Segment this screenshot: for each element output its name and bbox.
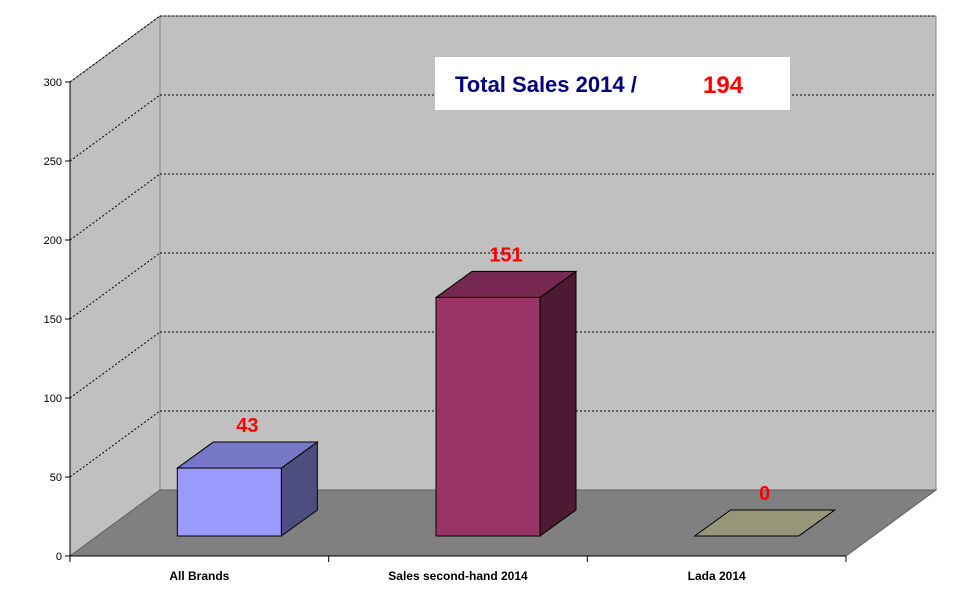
gridline-side: [69, 331, 161, 399]
gridline-side: [69, 15, 161, 83]
y-tick-label: 250: [44, 156, 62, 168]
title-value: 194: [703, 72, 744, 99]
data-label: 43: [236, 415, 258, 437]
side-wall: [69, 15, 161, 557]
gridline-side: [69, 94, 161, 162]
category-label: Sales second-hand 2014: [388, 569, 528, 583]
gridline-side: [69, 252, 161, 320]
y-tick-label: 200: [44, 235, 62, 247]
y-tick-label: 100: [44, 393, 62, 405]
title-box: Total Sales 2014 / 194: [435, 57, 790, 110]
y-tick-label: 0: [56, 551, 62, 563]
x-axis: All Brands Sales second-hand 2014 Lada 201…: [69, 555, 847, 583]
bar-side: [539, 270, 577, 537]
bars: [175, 270, 837, 537]
bar-front: [176, 467, 282, 537]
data-label: 151: [489, 244, 522, 266]
category-label: Lada 2014: [688, 569, 746, 583]
title-label: Total Sales 2014 /: [455, 72, 637, 97]
gridline-side: [69, 410, 161, 478]
bar-top: [693, 509, 837, 537]
category-label: All Brands: [169, 569, 229, 583]
title-box-background: [435, 57, 790, 110]
y-tick-label: 150: [44, 314, 62, 326]
y-tick-label: 50: [50, 472, 62, 484]
gridline-side: [69, 173, 161, 241]
y-axis: 0 50 100 150 200 250 300: [44, 77, 71, 563]
labels: 43 151 0: [236, 244, 770, 505]
bar: [693, 509, 837, 537]
bar: [434, 270, 578, 537]
bar-front: [435, 296, 541, 537]
y-tick-label: 300: [44, 77, 62, 89]
bar: [175, 441, 319, 537]
data-label: 0: [759, 483, 770, 505]
